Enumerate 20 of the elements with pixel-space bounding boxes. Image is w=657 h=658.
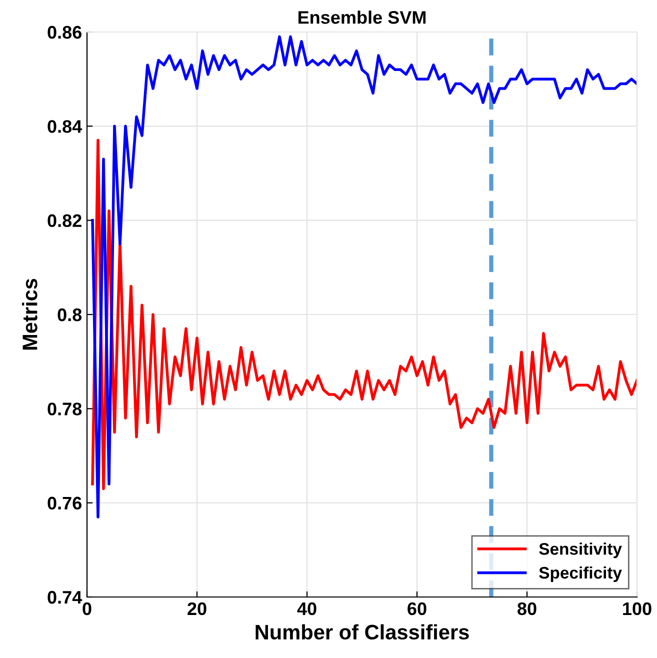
y-tick-label: 0.86 [48,26,82,39]
x-tick-label: 20 [188,602,206,616]
x-tick-label: 80 [518,602,536,616]
y-tick-label: 0.74 [48,590,82,604]
y-axis-title: Metrics [22,278,38,350]
x-tick-label: 100 [623,602,652,616]
y-tick-label: 0.82 [48,214,82,228]
y-tick-label: 0.78 [48,402,82,416]
legend-label: Specificity [539,566,622,582]
x-tick-label: 60 [408,602,426,616]
y-tick-label: 0.76 [48,496,82,510]
y-tick-label: 0.8 [58,308,82,322]
x-axis-title: Number of Classifiers [256,624,469,640]
x-tick-label: 40 [297,602,316,616]
chart-title: Ensemble SVM [298,10,426,24]
line-series [91,35,637,518]
legend-label: Sensitivity [539,542,622,558]
x-tick-label: 0 [82,602,92,616]
y-tick-label: 0.84 [48,120,82,133]
line-series [91,138,637,490]
